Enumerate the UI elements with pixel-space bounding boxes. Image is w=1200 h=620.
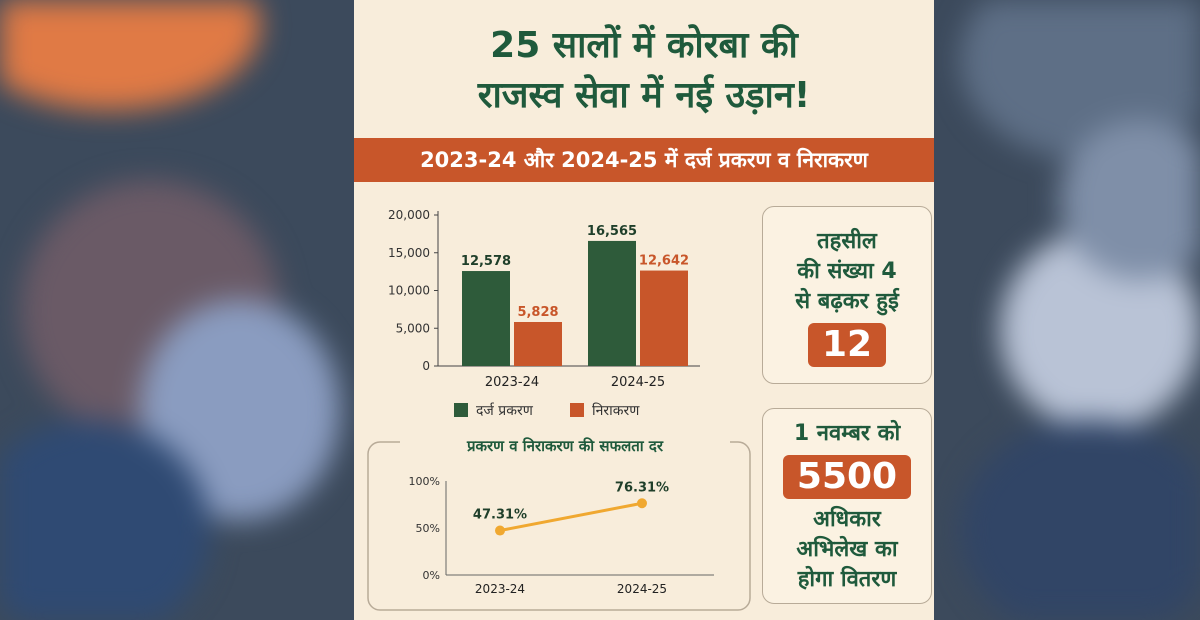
- legend-item-resolved: निराकरण: [570, 400, 639, 420]
- rate-point: [637, 498, 647, 509]
- records-line-2: अभिलेख का: [796, 537, 898, 562]
- legend-item-filed: दर्ज प्रकरण: [454, 400, 533, 420]
- line-y-tick-label: 100%: [409, 475, 440, 488]
- records-count-badge: 5500: [782, 455, 912, 499]
- tehsil-card: तहसील की संख्या 4 से बढ़कर हुई 12: [762, 206, 932, 384]
- rate-point: [495, 525, 505, 536]
- tehsil-line-1: तहसील: [817, 229, 877, 254]
- legend-swatch-orange: [570, 403, 584, 417]
- bar: [514, 321, 562, 366]
- records-line-3: होगा वितरण: [797, 567, 897, 592]
- legend-label-resolved: निराकरण: [592, 402, 640, 419]
- tehsil-line-2: की संख्या 4: [797, 259, 897, 284]
- rate-line: [499, 501, 643, 533]
- tehsil-line-3: से बढ़कर हुई: [795, 289, 899, 314]
- section-banner: 2023-24 और 2024-25 में दर्ज प्रकरण व निर…: [354, 138, 934, 182]
- bar-y-tick-label: 15,000: [388, 246, 430, 260]
- line-x-tick-label: 2024-25: [617, 582, 667, 596]
- bar-y-tick-label: 20,000: [388, 208, 430, 222]
- bar: [462, 271, 510, 366]
- rate-value-label: 47.31%: [473, 508, 527, 523]
- records-card: 1 नवम्बर को 5500 अधिकार अभिलेख का होगा व…: [762, 408, 932, 604]
- records-line-1: अधिकार: [813, 507, 881, 532]
- bar-y-tick-label: 5,000: [396, 321, 430, 335]
- infographic-panel: 25 सालों में कोरबा की राजस्व सेवा में नई…: [354, 0, 934, 620]
- rate-chart-title-bg: [400, 430, 730, 456]
- bar-value-label: 12,642: [639, 254, 689, 269]
- bar-value-label: 16,565: [587, 224, 637, 239]
- records-top-text: 1 नवम्बर को: [793, 421, 901, 446]
- headline-line-2: राजस्व सेवा में नई उड़ान!: [477, 75, 811, 116]
- tehsil-count-badge: 12: [807, 323, 887, 367]
- bar-x-tick-label: 2023-24: [485, 375, 539, 390]
- line-y-tick-label: 50%: [416, 522, 440, 535]
- legend-label-filed: दर्ज प्रकरण: [476, 402, 533, 419]
- line-chart: 0% 50% 100% 47.31% 2023-24 76.31% 2024-25: [409, 475, 714, 596]
- bar-y-tick-label: 0: [422, 359, 430, 373]
- bar-x-tick-label: 2024-25: [611, 375, 665, 390]
- charts-canvas: 0 5,000 10,000 15,000 20,000 12,578 5,828 2023-…: [367, 208, 751, 611]
- rate-chart-title: प्रकरण व निराकरण की सफलता दर: [466, 437, 664, 455]
- bar-value-label: 5,828: [517, 305, 558, 320]
- bar-value-label: 12,578: [461, 254, 511, 269]
- bar: [588, 240, 636, 366]
- rate-value-label: 76.31%: [615, 480, 669, 495]
- bar-y-tick-label: 10,000: [388, 284, 430, 298]
- line-x-tick-label: 2023-24: [475, 582, 525, 596]
- legend-swatch-green: [454, 403, 468, 417]
- headline-line-1: 25 सालों में कोरबा की: [490, 25, 798, 66]
- line-y-tick-label: 0%: [423, 569, 440, 582]
- bar: [640, 270, 688, 366]
- bar-chart: 0 5,000 10,000 15,000 20,000 12,578 5,828 2023-…: [388, 208, 700, 390]
